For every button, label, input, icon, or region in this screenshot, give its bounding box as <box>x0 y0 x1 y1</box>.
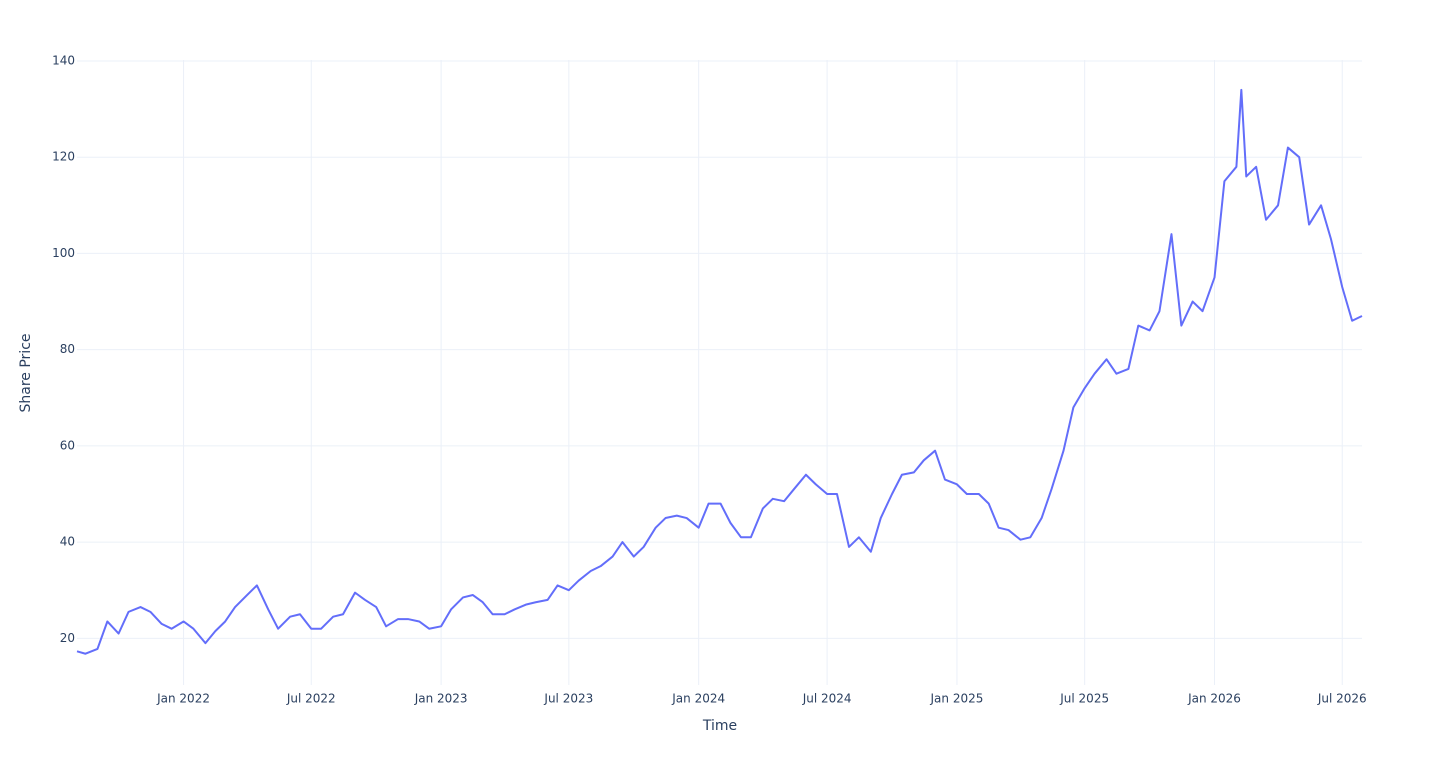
x-tick-label: Jan 2025 <box>930 692 984 706</box>
x-tick-label: Jul 2023 <box>543 692 593 706</box>
y-tick-label: 100 <box>52 246 75 260</box>
x-tick-label: Jan 2023 <box>414 692 468 706</box>
x-axis-title: Time <box>702 718 737 734</box>
x-tick-label: Jan 2024 <box>671 692 725 706</box>
x-tick-label: Jul 2022 <box>286 692 336 706</box>
price-line <box>76 88 1363 655</box>
y-tick-label: 80 <box>60 342 75 356</box>
y-tick-label: 140 <box>52 53 75 67</box>
x-tick-label: Jan 2022 <box>156 692 210 706</box>
y-tick-label: 60 <box>60 438 75 452</box>
x-tick-label: Jul 2026 <box>1317 692 1367 706</box>
y-tick-label: 20 <box>60 631 75 645</box>
y-tick-label: 40 <box>60 535 75 549</box>
x-tick-label: Jul 2025 <box>1059 692 1109 706</box>
x-tick-label: Jul 2024 <box>802 692 852 706</box>
y-axis-title: Share Price <box>18 333 34 412</box>
x-tick-label: Jan 2026 <box>1187 692 1241 706</box>
y-tick-label: 120 <box>52 150 75 164</box>
